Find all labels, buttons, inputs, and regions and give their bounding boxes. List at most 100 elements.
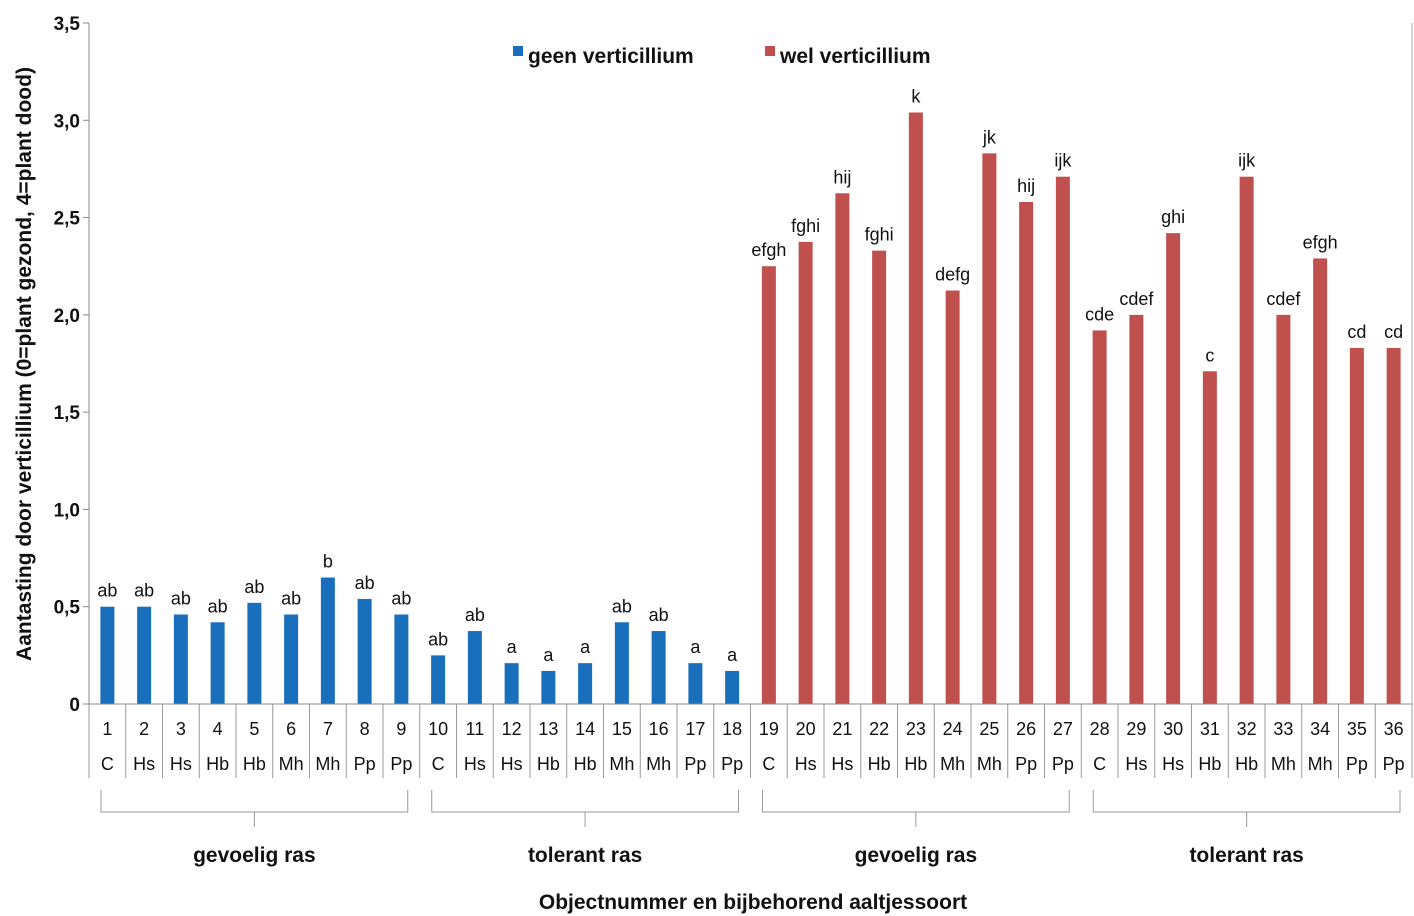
y-axis-title: Aantasting door verticillium (0=plant ge… [13, 67, 36, 661]
y-tick-label: 3,0 [54, 111, 80, 132]
significance-label: a [727, 645, 738, 665]
bar [320, 577, 335, 704]
bar [467, 631, 482, 704]
significance-label: defg [935, 265, 970, 285]
x-tick-label: 15 [612, 719, 632, 739]
nematode-label: Hb [868, 754, 891, 774]
bar [431, 655, 446, 704]
group-label: gevoelig ras [855, 844, 978, 867]
bar [578, 663, 593, 704]
group-bracket [762, 790, 1070, 813]
significance-label: efgh [1303, 232, 1338, 252]
bar [284, 614, 299, 704]
nematode-label: C [1093, 754, 1106, 774]
significance-label: fghi [865, 225, 894, 245]
significance-label: cdef [1119, 289, 1154, 309]
nematode-label: Hs [831, 754, 853, 774]
significance-label: ab [244, 577, 264, 597]
bar [173, 614, 188, 704]
bar [1202, 371, 1217, 704]
x-tick-label: 20 [796, 719, 816, 739]
group-label: tolerant ras [528, 844, 642, 867]
nematode-label: Mh [940, 754, 965, 774]
nematode-label: Hb [904, 754, 927, 774]
significance-label: ijk [1054, 151, 1072, 171]
label-layer: ab 1 Cab 2 Hs ab 3 Hs ab 4 Hb ab 5 Hb ab 6 Mh b 7 Mh ab 8 Pp ab… [97, 87, 1404, 867]
legend-label-geen-verticillium: geen verticillium [528, 45, 694, 68]
x-tick-label: 14 [575, 719, 595, 739]
x-tick-label: 26 [1016, 719, 1036, 739]
significance-label: ab [465, 605, 485, 625]
nematode-label: Hb [1198, 754, 1221, 774]
bar [835, 193, 850, 704]
x-tick-label: 4 [213, 719, 223, 739]
significance-label: ijk [1238, 151, 1256, 171]
significance-label: cde [1085, 304, 1114, 324]
nematode-label: Hb [243, 754, 266, 774]
y-tick-label: 0,5 [54, 598, 81, 619]
grid-layer [88, 704, 1413, 827]
nematode-label: Hs [501, 754, 523, 774]
x-tick-label: 16 [649, 719, 669, 739]
significance-label: ab [612, 596, 632, 616]
x-tick-label: 33 [1273, 719, 1293, 739]
significance-label: ab [171, 588, 191, 608]
significance-label: cdef [1266, 289, 1301, 309]
x-axis-title: Objectnummer en bijbehorend aaltjessoort [539, 891, 967, 914]
x-tick-label: 23 [906, 719, 926, 739]
nematode-label: Hs [133, 754, 155, 774]
nematode-label: C [101, 754, 114, 774]
bar [394, 614, 409, 704]
nematode-label: C [762, 754, 775, 774]
significance-label: ab [391, 588, 411, 608]
significance-label: a [580, 637, 591, 657]
legend: geen verticillium wel verticillium [513, 45, 931, 68]
significance-label: ab [281, 588, 301, 608]
bar [761, 266, 776, 704]
significance-label: a [507, 637, 518, 657]
nematode-label: Hs [1125, 754, 1147, 774]
bar [688, 663, 703, 704]
bar [1092, 330, 1107, 704]
bar [872, 250, 887, 705]
x-tick-label: 35 [1347, 719, 1367, 739]
nematode-label: Hs [170, 754, 192, 774]
nematode-label: Mh [279, 754, 304, 774]
nematode-label: Mh [646, 754, 671, 774]
nematode-label: Pp [354, 754, 376, 774]
x-tick-label: 13 [538, 719, 558, 739]
y-tick-label: 0 [69, 695, 80, 716]
bar [1166, 233, 1181, 704]
x-tick-label: 22 [869, 719, 889, 739]
x-tick-label: 32 [1237, 719, 1257, 739]
bar [614, 622, 629, 704]
bar [137, 606, 152, 704]
significance-label: ab [208, 596, 228, 616]
bar [1386, 347, 1401, 704]
x-tick-label: 19 [759, 719, 779, 739]
x-tick-label: 1 [102, 719, 112, 739]
significance-label: b [323, 552, 333, 572]
x-tick-label: 34 [1310, 719, 1330, 739]
significance-label: a [543, 645, 554, 665]
significance-label: ab [428, 629, 448, 649]
nematode-label: Mh [977, 754, 1002, 774]
nematode-label: Hs [1162, 754, 1184, 774]
nematode-label: Pp [721, 754, 743, 774]
significance-label: efgh [751, 240, 786, 260]
nematode-label: C [432, 754, 445, 774]
significance-label: cd [1384, 322, 1403, 342]
significance-label: ab [97, 581, 117, 601]
bar [945, 290, 960, 704]
bar [210, 622, 225, 704]
significance-label: hij [1017, 176, 1035, 196]
nematode-label: Mh [1271, 754, 1296, 774]
nematode-label: Pp [684, 754, 706, 774]
bar [1313, 258, 1328, 704]
significance-label: fghi [791, 216, 820, 236]
bar [982, 153, 997, 704]
group-bracket [100, 790, 409, 813]
significance-label: ab [355, 573, 375, 593]
x-tick-label: 10 [428, 719, 448, 739]
significance-label: a [690, 637, 701, 657]
